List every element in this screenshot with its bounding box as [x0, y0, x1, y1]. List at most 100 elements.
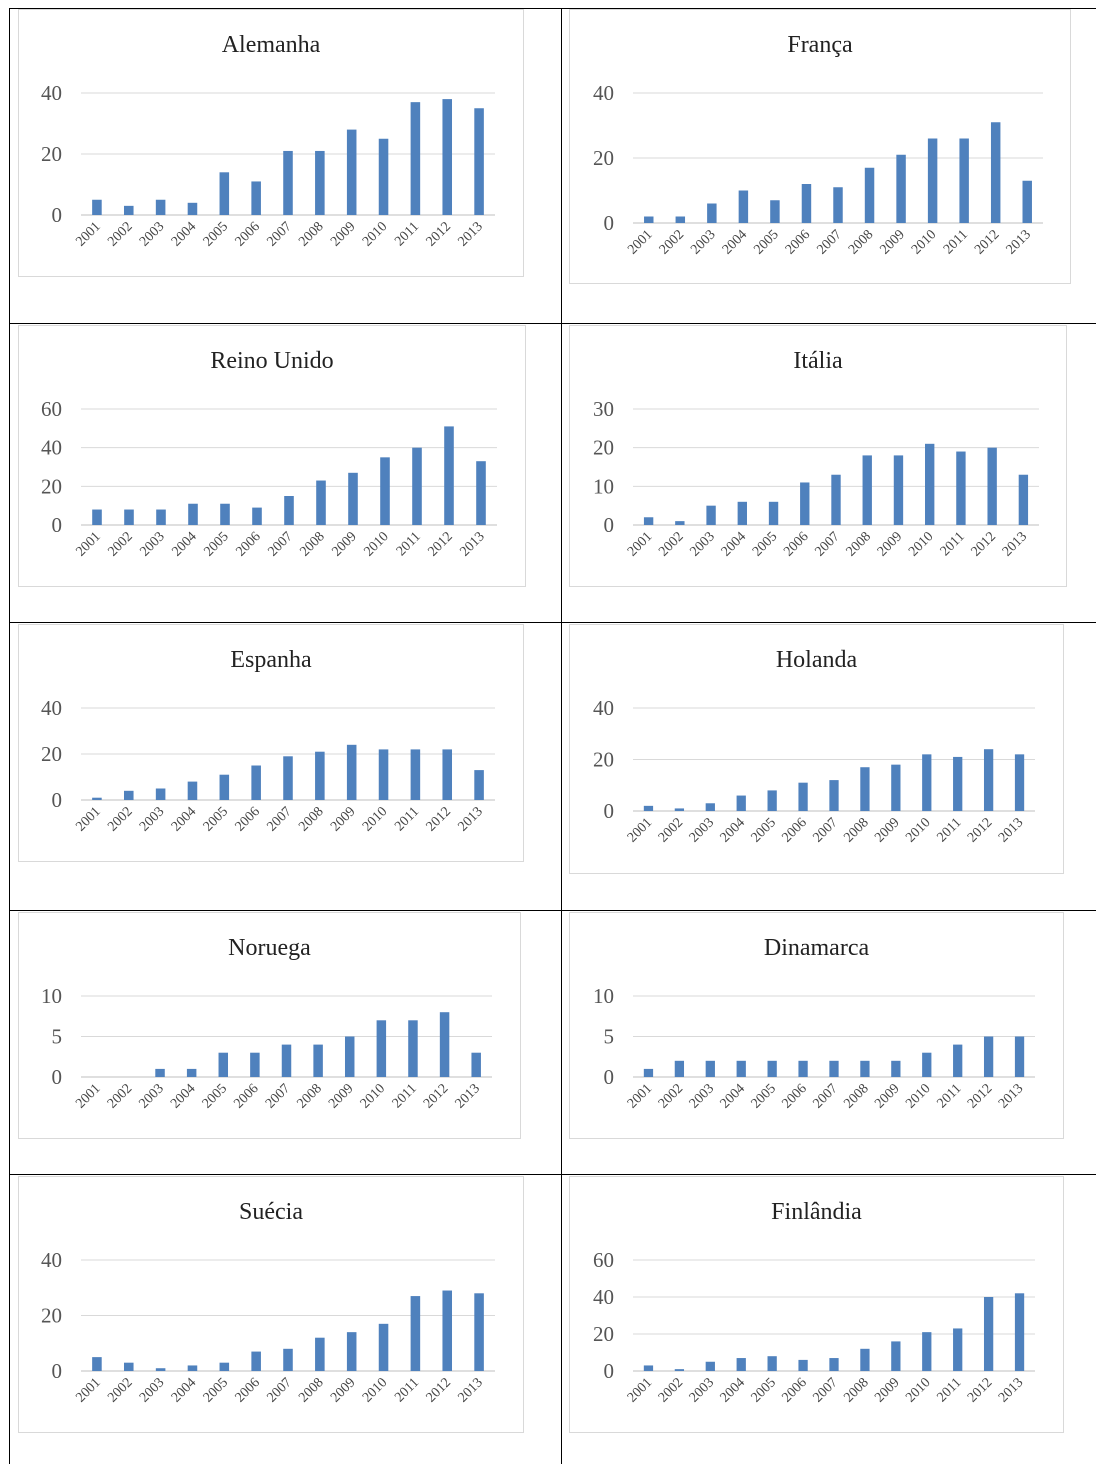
x-tick-label: 2004 — [718, 815, 748, 845]
x-tick-label: 2008 — [841, 1375, 871, 1405]
bar — [346, 744, 357, 800]
x-tick-label: 2003 — [137, 529, 167, 559]
bar — [474, 1293, 484, 1371]
bar — [376, 1020, 387, 1077]
x-tick-label: 2004 — [719, 529, 749, 559]
x-tick-label: 2010 — [906, 529, 936, 559]
bar — [92, 797, 102, 800]
x-tick-label: 2001 — [73, 804, 103, 834]
x-tick-label: 2008 — [296, 804, 326, 834]
bar — [643, 517, 654, 525]
bar — [156, 509, 166, 525]
bar — [474, 108, 484, 215]
x-tick-label: 2002 — [105, 219, 135, 249]
x-tick-label: 2002 — [657, 227, 687, 257]
x-tick-label: 2009 — [326, 1081, 356, 1111]
x-tick-label: 2007 — [810, 815, 840, 845]
x-tick-label: 2007 — [265, 529, 295, 559]
x-tick-label: 2003 — [136, 1081, 166, 1111]
x-tick-label: 2002 — [105, 1081, 135, 1111]
table-border-left — [9, 8, 10, 1464]
x-tick-label: 2002 — [656, 1081, 686, 1111]
x-tick-label: 2009 — [329, 529, 359, 559]
x-tick-label: 2006 — [781, 529, 811, 559]
x-tick-label: 2010 — [903, 815, 933, 845]
y-tick-label: 60 — [41, 397, 62, 421]
x-tick-label: 2011 — [392, 804, 422, 834]
chart-title: Espanha — [230, 647, 312, 673]
x-tick-label: 2009 — [875, 529, 905, 559]
y-tick-label: 0 — [52, 513, 63, 537]
bar — [953, 1328, 963, 1371]
bar — [187, 1365, 198, 1371]
x-tick-label: 2008 — [296, 219, 326, 249]
bar — [675, 216, 686, 223]
x-tick-label: 2002 — [656, 815, 686, 845]
x-tick-label: 2007 — [264, 1375, 294, 1405]
bar — [283, 756, 293, 800]
x-tick-label: 2005 — [749, 815, 779, 845]
table-row-divider-4 — [9, 1174, 1096, 1175]
bar — [674, 808, 685, 811]
bar — [767, 1060, 777, 1077]
bar — [922, 1052, 932, 1077]
x-tick-label: 2004 — [720, 227, 750, 257]
bar — [736, 1358, 746, 1371]
bar — [346, 129, 357, 215]
chart-title: Reino Unido — [210, 348, 334, 374]
bar — [313, 1044, 323, 1077]
x-tick-label: 2008 — [295, 1081, 325, 1111]
chart-panel-reino-unido: 0 20 40 60 2001 2002 2003 2004 2005 2006 2007 2008 2… — [18, 325, 526, 587]
x-tick-label: 2003 — [137, 804, 167, 834]
bar — [767, 790, 777, 811]
chart-title: Noruega — [228, 935, 311, 961]
bar — [155, 1068, 165, 1077]
chart-title: Holanda — [775, 647, 858, 673]
bar — [896, 154, 906, 223]
y-tick-label: 20 — [593, 146, 614, 170]
chart-panel-franca: 0 20 40 2001 2002 2003 2004 2005 2006 2007 2008 200… — [569, 9, 1071, 284]
x-tick-label: 2013 — [457, 529, 487, 559]
y-tick-label: 0 — [604, 1359, 615, 1383]
x-tick-label: 2002 — [656, 1375, 686, 1405]
x-tick-label: 2007 — [814, 227, 844, 257]
x-tick-label: 2012 — [424, 804, 454, 834]
bar — [860, 767, 870, 811]
x-tick-label: 2013 — [1004, 227, 1034, 257]
x-tick-label: 2010 — [909, 227, 939, 257]
bar — [408, 1020, 418, 1077]
x-tick-label: 2006 — [779, 1375, 809, 1405]
bar — [643, 1365, 654, 1371]
bar — [925, 443, 935, 525]
x-tick-label: 2009 — [328, 1375, 358, 1405]
bar — [348, 472, 358, 525]
bar — [251, 181, 261, 215]
y-tick-label: 0 — [604, 799, 615, 823]
x-tick-label: 2009 — [328, 804, 358, 834]
y-tick-label: 20 — [41, 474, 62, 498]
x-tick-label: 2011 — [392, 1375, 422, 1405]
chart-panel-noruega: 0 5 10 2001 2002 2003 2004 2005 2006 2007 2008 2009… — [18, 912, 521, 1139]
y-tick-label: 30 — [593, 397, 614, 421]
x-tick-label: 2013 — [996, 1081, 1026, 1111]
bar — [864, 167, 875, 223]
bar — [798, 1060, 808, 1077]
x-tick-label: 2005 — [749, 1375, 779, 1405]
y-tick-label: 5 — [52, 1025, 63, 1049]
bar — [990, 122, 1001, 223]
bar — [281, 1044, 292, 1077]
plot-area: 0 5 10 2001 2002 2003 2004 2005 2006 2007 2008 2009… — [593, 984, 1035, 1112]
x-tick-label: 2007 — [810, 1375, 840, 1405]
y-tick-label: 40 — [41, 696, 62, 720]
x-tick-label: 2001 — [625, 1081, 655, 1111]
bar — [983, 1297, 994, 1371]
bar — [92, 1357, 102, 1371]
x-tick-label: 2010 — [360, 219, 390, 249]
x-tick-label: 2006 — [779, 1081, 809, 1111]
x-tick-label: 2011 — [938, 529, 968, 559]
x-tick-label: 2003 — [137, 219, 167, 249]
x-tick-label: 2001 — [625, 1375, 655, 1405]
bar — [893, 455, 904, 525]
